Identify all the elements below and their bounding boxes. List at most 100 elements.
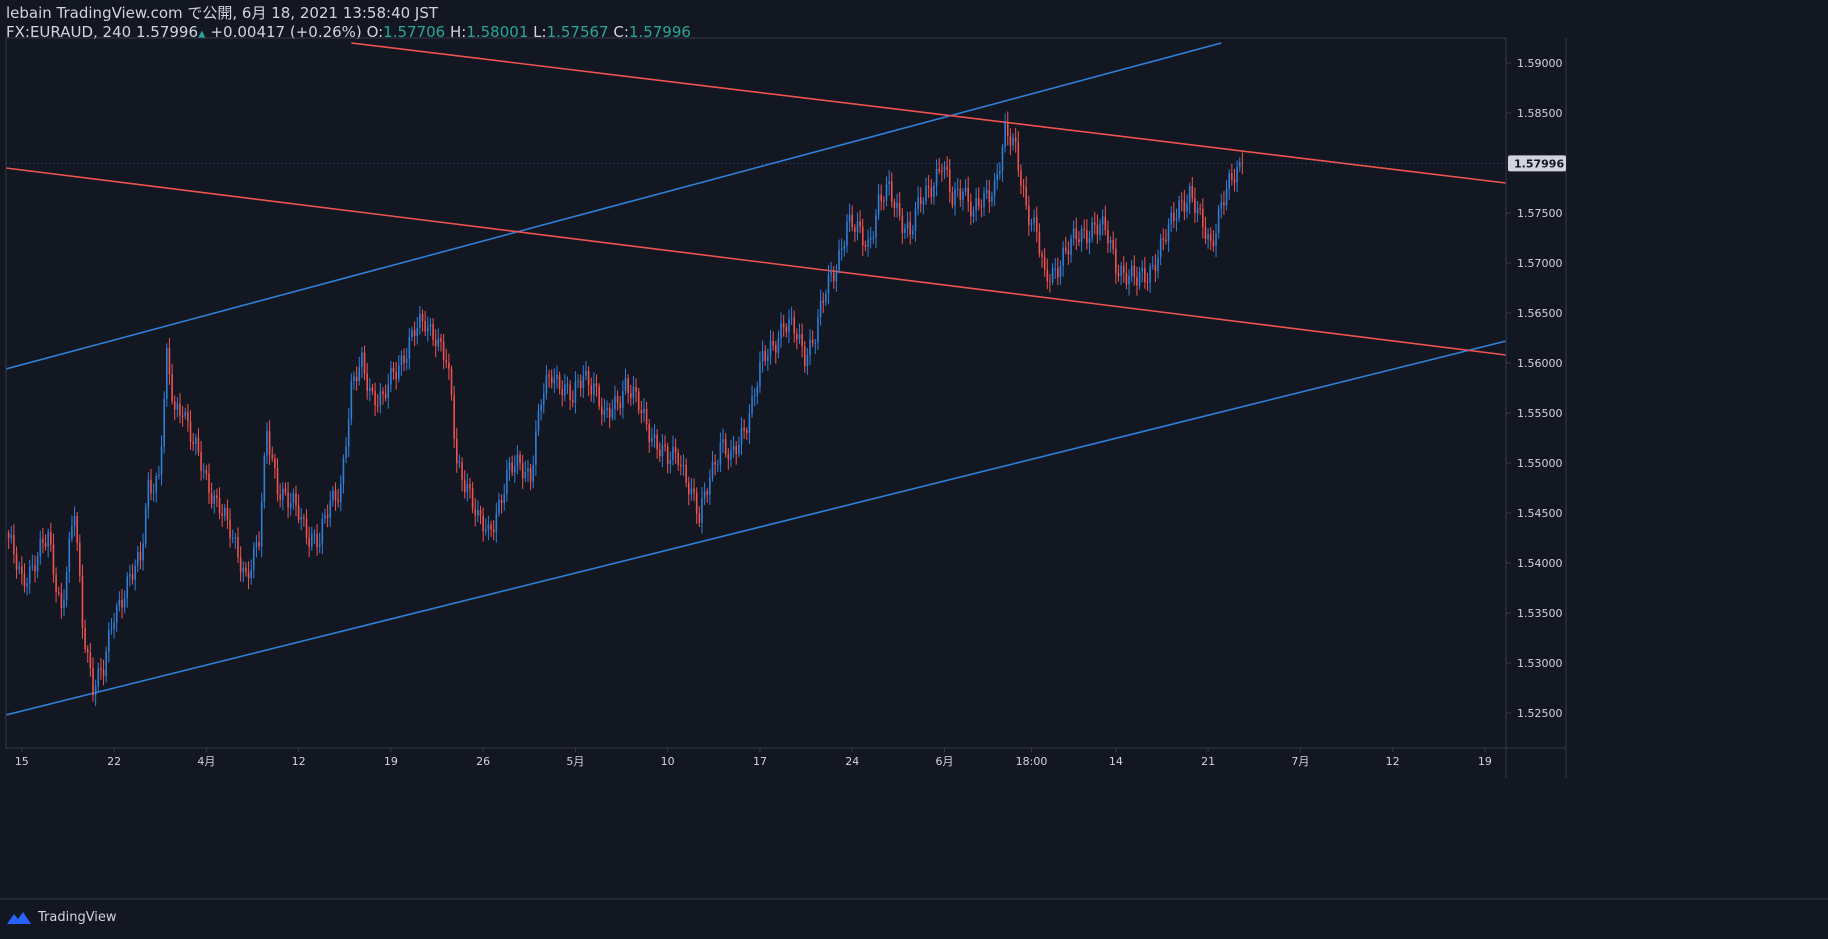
tradingview-logo-icon[interactable] [6, 911, 32, 925]
candle [603, 398, 606, 423]
candle-body [838, 250, 840, 271]
candle-body [508, 462, 511, 471]
candle [1107, 220, 1109, 253]
candle-body [785, 327, 788, 333]
candle [516, 444, 519, 475]
candle-body [416, 327, 419, 336]
candle [553, 368, 556, 393]
candle-body [777, 338, 780, 353]
candle-body [289, 502, 292, 508]
y-tick-label: 1.58500 [1517, 107, 1563, 120]
candle [155, 472, 158, 503]
candle-body [627, 378, 629, 394]
candle [469, 477, 471, 499]
candle-body [1202, 208, 1204, 228]
candle [289, 492, 292, 516]
candle [716, 459, 719, 473]
candle-body [42, 538, 44, 543]
candle [730, 439, 732, 468]
candle [956, 177, 959, 198]
candle [817, 308, 819, 350]
candle-body [321, 518, 324, 544]
candle [740, 417, 743, 455]
candle-body [200, 451, 202, 471]
candle-body [218, 497, 221, 514]
candle-body [392, 367, 395, 373]
candle-body [664, 444, 666, 447]
candle [60, 582, 63, 619]
footer-brand[interactable]: TradingView [38, 910, 117, 925]
candle-body [477, 510, 479, 516]
candle-body [318, 543, 321, 547]
candle-body [340, 483, 342, 502]
candle [550, 369, 553, 389]
candle [369, 378, 371, 402]
candle-body [115, 606, 118, 623]
candle [803, 341, 806, 373]
candle [558, 371, 561, 395]
candle [629, 385, 632, 407]
candle [171, 363, 173, 405]
candle [798, 323, 801, 344]
candle [440, 333, 442, 352]
candle-body [92, 668, 94, 696]
candle-body [1178, 200, 1180, 219]
candle-body [809, 339, 811, 355]
x-tick-label: 21 [1201, 755, 1215, 768]
candle-body [52, 544, 55, 575]
candle-body [532, 465, 535, 482]
candle [914, 201, 917, 242]
candle [463, 470, 466, 499]
up-arrow-icon: ▲ [198, 29, 206, 40]
candle-body [432, 324, 434, 340]
candle [242, 561, 245, 583]
candle-body [39, 538, 42, 557]
candle-body [18, 566, 20, 570]
candle [1043, 247, 1046, 277]
candle-body [825, 293, 827, 303]
candle [682, 454, 685, 476]
candle-body [701, 497, 703, 523]
candle [295, 485, 297, 517]
candle [152, 483, 155, 502]
candle-body [933, 185, 935, 197]
candle-body [727, 454, 730, 460]
candle [458, 454, 461, 469]
candle-body [1225, 188, 1228, 206]
close-label: C: [613, 23, 629, 41]
candle-body [796, 333, 798, 340]
candle-body [150, 479, 152, 494]
candle [477, 500, 479, 523]
candle [690, 478, 693, 501]
candle-body [711, 461, 714, 479]
candle [1093, 211, 1096, 235]
candle-body [424, 320, 426, 332]
candle-body [1072, 228, 1075, 239]
candle-body [706, 491, 709, 495]
candle [985, 179, 988, 199]
candle-body [284, 488, 287, 493]
candle [1072, 220, 1075, 246]
candle [234, 532, 237, 549]
candle [1175, 208, 1178, 232]
candle [158, 466, 160, 480]
candle [495, 502, 498, 543]
candle-body [674, 446, 677, 453]
candle [1030, 218, 1033, 232]
candle [991, 191, 993, 207]
candle-body [337, 499, 339, 502]
candle [685, 458, 687, 488]
candle [1209, 227, 1212, 251]
candle [163, 391, 165, 454]
candle [168, 338, 171, 385]
candle [988, 180, 991, 213]
candle [434, 329, 437, 358]
candle [640, 400, 643, 424]
symbol-label[interactable]: FX:EURAUD, 240 [6, 23, 132, 41]
candle [677, 448, 680, 471]
candle-body [767, 355, 769, 361]
candle-body [374, 391, 376, 406]
candle-body [347, 419, 350, 447]
candle-body [110, 628, 113, 630]
